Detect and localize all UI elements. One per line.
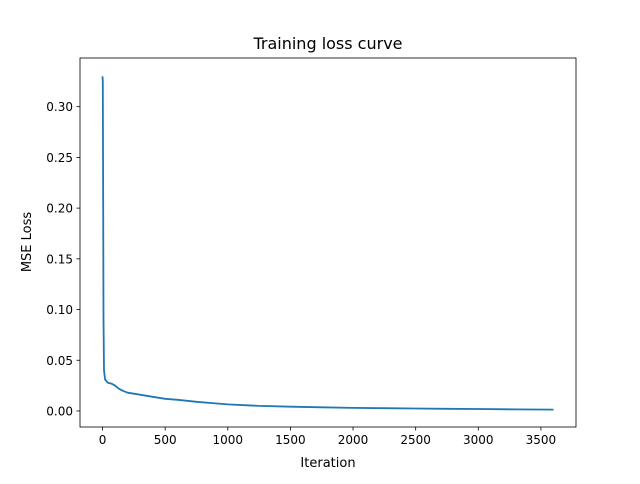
x-tick-label: 2000 (338, 433, 369, 447)
y-tick-label: 0.20 (46, 202, 73, 216)
plot-area (80, 58, 576, 427)
axes-frame (79, 57, 577, 428)
y-tick-label: 0.15 (46, 252, 73, 266)
y-tick-label: 0.00 (46, 404, 73, 418)
chart-title: Training loss curve (252, 34, 402, 53)
x-tick-label: 0 (99, 433, 107, 447)
x-tick-label: 3000 (463, 433, 494, 447)
y-tick-label: 0.10 (46, 303, 73, 317)
y-tick-label: 0.25 (46, 151, 73, 165)
x-axis-label: Iteration (300, 456, 355, 471)
y-axis-label: MSE Loss (20, 212, 35, 273)
y-tick-label: 0.05 (46, 354, 73, 368)
x-tick-label: 2500 (400, 433, 431, 447)
x-tick-label: 500 (154, 433, 177, 447)
x-tick-label: 1000 (213, 433, 244, 447)
y-tick-label: 0.30 (46, 100, 73, 114)
x-tick-label: 3500 (526, 433, 557, 447)
loss-series-line (101, 76, 554, 411)
x-tick-label: 1500 (275, 433, 306, 447)
